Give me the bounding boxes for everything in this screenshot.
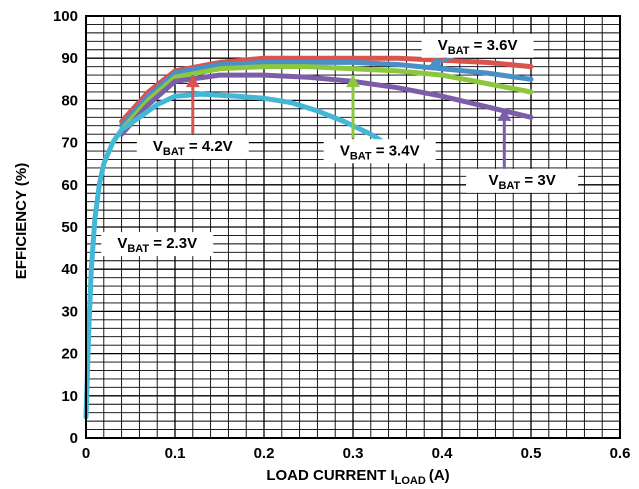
annotation-label-bg <box>421 33 534 58</box>
x-axis-title: LOAD CURRENT ILOAD (A) <box>266 467 449 487</box>
x-axis-title-sub: LOAD <box>395 475 426 487</box>
y-tick-label: 30 <box>61 303 78 320</box>
tick-labels: 0 10 20 30 40 50 60 70 80 90 100 0 0.1 0.2 0.3 0.4 0.5 0.… <box>53 8 630 462</box>
x-axis-title-main: LOAD CURRENT I <box>266 467 394 484</box>
annotation-label: VBAT = 3.4V <box>340 142 420 162</box>
annotation-label-bg <box>323 139 436 164</box>
series-line-2 <box>119 64 534 133</box>
y-tick-label: 90 <box>61 50 78 67</box>
annotation-arrow-head <box>185 75 200 88</box>
annotation-label-bg <box>466 168 579 193</box>
y-tick-label: 10 <box>61 388 78 405</box>
annotation-label: VBAT = 3.6V <box>438 37 518 57</box>
y-tick-label: 20 <box>61 346 78 363</box>
plot-frame <box>85 15 621 439</box>
y-axis-title: EFFICIENCY (%) <box>13 163 30 279</box>
y-tick-label: 40 <box>61 261 78 278</box>
x-tick-label: 0.1 <box>165 445 186 462</box>
y-tick-label: 50 <box>61 219 78 236</box>
x-tick-label: 0.6 <box>610 445 631 462</box>
annotation-label: VBAT = 3V <box>488 172 555 192</box>
annotation-arrow-head <box>497 108 512 121</box>
annotation-arrow-head <box>428 55 443 69</box>
series-lines <box>83 55 534 420</box>
series-line-4 <box>83 91 387 420</box>
y-tick-label: 100 <box>53 8 78 25</box>
annotation-arrow-head <box>346 75 360 88</box>
annotation-label: VBAT = 4.2V <box>153 138 233 158</box>
x-tick-label: 0 <box>82 445 90 462</box>
annotation-label-bg <box>101 232 214 257</box>
x-axis-title-unit: (A) <box>429 467 450 484</box>
y-tick-label: 70 <box>61 135 78 152</box>
x-tick-label: 0.3 <box>343 445 364 462</box>
annotation-label-bg <box>136 135 249 160</box>
y-tick-label: 0 <box>70 430 78 447</box>
x-tick-label: 0.5 <box>521 445 542 462</box>
annotation-label: VBAT = 2.3V <box>117 235 197 255</box>
y-tick-label: 80 <box>61 92 78 109</box>
series-line-3 <box>119 72 534 137</box>
x-tick-label: 0.4 <box>432 445 454 462</box>
y-tick-label: 60 <box>61 177 78 194</box>
series-annotations: VBAT = 4.2V VBAT = 3.6V VBAT = 3.4V VBAT = … <box>101 33 579 257</box>
x-tick-label: 0.2 <box>254 445 275 462</box>
plot-border <box>85 15 621 439</box>
series-line-1 <box>119 59 534 129</box>
